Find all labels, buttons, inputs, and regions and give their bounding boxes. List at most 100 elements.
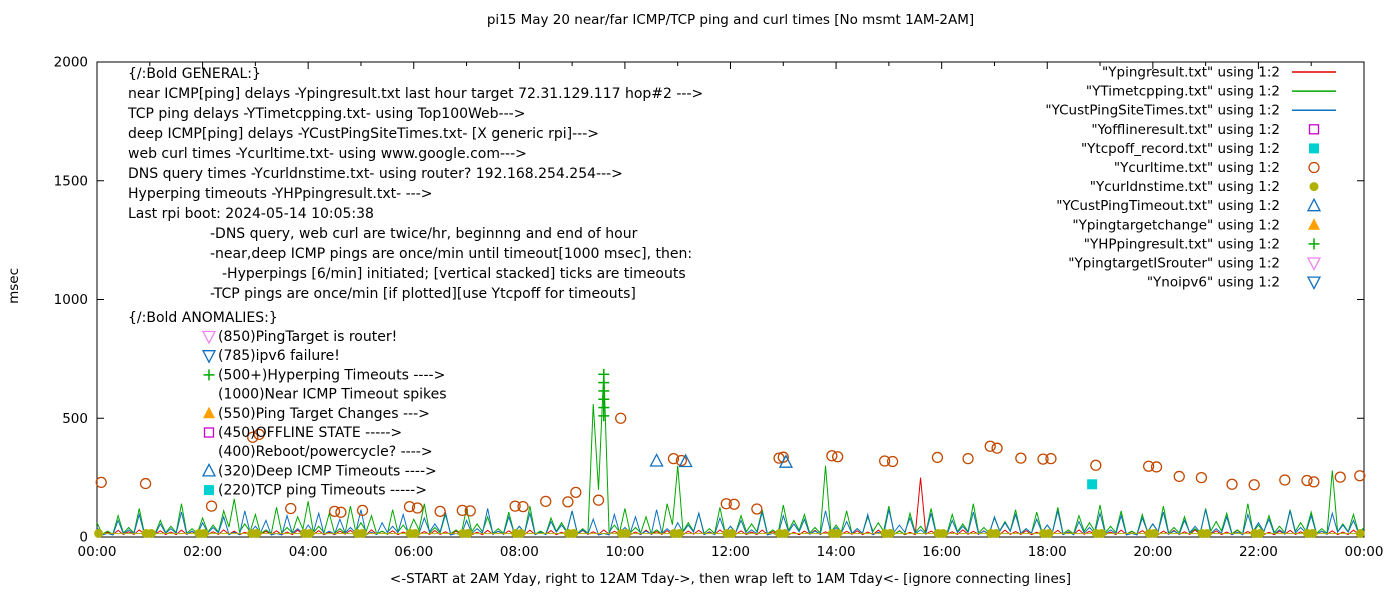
x-tick-label: 00:00 — [1345, 544, 1384, 560]
annotation-general-line: TCP ping delays -YTimetcpping.txt- using… — [127, 106, 525, 122]
point-Ycurldnstime — [885, 528, 895, 538]
legend-label-YHPpingresult: "YHPpingresult.txt" using 1:2 — [1084, 236, 1280, 252]
point-Ycurltime — [403, 500, 416, 513]
point-Ycurltime — [1045, 452, 1057, 465]
point-Ycurldnstime — [146, 528, 156, 538]
x-tick-label: 06:00 — [394, 544, 433, 560]
annotation-anomaly-row: (500+)Hyperping Timeouts ----> — [218, 367, 445, 383]
x-tick-label: 22:00 — [1239, 544, 1278, 560]
point-Ycurltime — [720, 498, 732, 510]
point-Ycurltime — [356, 504, 369, 517]
point-Ycurltime — [95, 476, 107, 489]
point-Ycurldnstime — [358, 528, 368, 538]
point-Ycurltime — [1173, 470, 1185, 483]
point-Ycurldnstime — [1097, 528, 1107, 538]
annotation-anomaly-row: (450)OFFLINE STATE -----> — [218, 425, 402, 441]
legend-marker-Ycurltime — [1308, 161, 1320, 174]
point-Ycurltime — [517, 500, 529, 513]
x-tick-label: 04:00 — [289, 544, 328, 560]
point-Ycurltime — [675, 454, 688, 467]
point-Ycurltime — [592, 494, 605, 506]
point-Ycurltime — [728, 498, 740, 510]
x-tick-label: 14:00 — [817, 544, 856, 560]
y-tick-label: 1500 — [54, 173, 88, 189]
point-Ycurltime — [1195, 471, 1208, 484]
point-Ycurltime — [615, 412, 627, 424]
point-Ycurltime — [509, 500, 521, 512]
annotation-general-line: -TCP pings are once/min [if plotted][use… — [210, 286, 636, 302]
point-Ycurltime — [1279, 474, 1291, 486]
point-Ycurldnstime — [569, 528, 579, 538]
annotation-anomaly-row: (320)Deep ICMP Timeouts ----> — [218, 463, 437, 479]
chart-title: pi15 May 20 near/far ICMP/TCP ping and c… — [486, 12, 975, 28]
point-Ycurltime — [328, 505, 341, 518]
annotation-general-line: DNS query times -Ycurldnstime.txt- using… — [128, 166, 623, 182]
point-Ycurldnstime — [1202, 528, 1212, 538]
point-Ycurltime — [667, 452, 680, 465]
point-Ycurltime — [1301, 474, 1313, 487]
point-Ycurldnstime — [252, 528, 262, 538]
point-Ycurltime — [464, 505, 476, 517]
point-Ycurltime — [285, 502, 297, 515]
point-Ycurldnstime — [780, 528, 790, 538]
point-Ycurltime — [826, 450, 838, 462]
anomaly-marker-square-open — [203, 427, 215, 438]
x-tick-label: 02:00 — [183, 544, 222, 560]
point-Ycurltime — [139, 477, 152, 490]
annotation-general-line: web curl times -Ycurltime.txt- using www… — [128, 146, 527, 162]
legend-label-YpingtargetISrouter: "YpingtargetISrouter" using 1:2 — [1068, 256, 1280, 272]
legend-label-Ycurltime: "Ycurltime.txt" using 1:2 — [1114, 160, 1280, 176]
annotation-anomaly-row: (550)Ping Target Changes ---> — [218, 406, 430, 422]
x-tick-label: 16:00 — [922, 544, 961, 560]
point-Ycurldnstime — [1149, 528, 1159, 538]
point-Ycurldnstime — [410, 528, 420, 538]
point-Ycurltime — [456, 504, 468, 517]
point-Ycurldnstime — [991, 528, 1001, 538]
point-Ycurltime — [984, 440, 996, 452]
point-YCustPingTimeout — [678, 453, 693, 468]
annotation-general-line: near ICMP[ping] delays -Ypingresult.txt … — [128, 86, 703, 102]
point-Ycurltime — [562, 496, 574, 508]
point-Ycurldnstime — [305, 528, 315, 538]
point-Ycurldnstime — [833, 528, 843, 538]
point-Ycurltime — [247, 431, 259, 443]
annotation-anomalies-header: {/:Bold ANOMALIES:} — [128, 310, 278, 326]
legend-marker-Ypingtargetchange — [1308, 218, 1320, 230]
legend-label-Yofflineresult: "Yofflineresult.txt" using 1:2 — [1091, 122, 1280, 138]
point-Ycurltime — [570, 486, 582, 499]
legend-marker-YpingtargetISrouter — [1306, 257, 1322, 271]
annotation-anomaly-row: (1000)Near ICMP Timeout spikes — [218, 387, 447, 403]
point-Ycurltime — [962, 452, 974, 465]
legend-marker-YCustPingTimeout — [1306, 197, 1322, 212]
point-Ycurltime — [879, 455, 891, 467]
legend-label-YTimetcpping: "YTimetcpping.txt" using 1:2 — [1086, 84, 1280, 100]
point-Ycurltime — [1142, 460, 1155, 472]
annotation-general-line: {/:Bold GENERAL:} — [128, 66, 261, 82]
point-Ycurltime — [1090, 459, 1102, 471]
y-tick-label: 0 — [79, 530, 88, 546]
legend-label-Ypingresult: "Ypingresult.txt" using 1:2 — [1102, 65, 1280, 81]
point-YCustPingTimeout — [649, 453, 664, 467]
point-Ycurltime — [751, 503, 763, 515]
annotation-general-line: Last rpi boot: 2024-05-14 10:05:38 — [128, 206, 374, 222]
point-Ycurltime — [777, 451, 789, 463]
annotation-general-line: Hyperping timeouts -YHPpingresult.txt- -… — [128, 186, 433, 202]
legend-label-YCustPingSiteTimes: "YCustPingSiteTimes.txt" using 1:2 — [1045, 103, 1280, 119]
anomaly-marker-triangle-down-open — [201, 350, 217, 364]
point-Ycurldnstime — [1044, 528, 1054, 538]
point-Ycurldnstime — [727, 528, 737, 538]
point-Ycurltime — [253, 428, 265, 441]
legend-label-Ynoipv6: "Ynoipv6" using 1:2 — [1147, 275, 1280, 291]
point-Ycurldnstime — [1308, 528, 1318, 538]
point-Ycurltime — [1308, 476, 1320, 488]
point-Ycurldnstime — [622, 528, 632, 538]
x-tick-label: 12:00 — [711, 544, 750, 560]
x-axis-label: <-START at 2AM Yday, right to 12AM Tday-… — [389, 571, 1072, 587]
point-Ycurltime — [540, 495, 552, 508]
annotation-general-line: -DNS query, web curl are twice/hr, begin… — [210, 226, 638, 242]
point-Ycurltime — [335, 506, 347, 518]
anomaly-marker-triangle-up-open — [201, 462, 217, 477]
annotation-anomaly-row: (400)Reboot/powercycle? ----> — [218, 444, 433, 460]
legend-label-Ypingtargetchange: "Ypingtargetchange" using 1:2 — [1072, 217, 1280, 233]
